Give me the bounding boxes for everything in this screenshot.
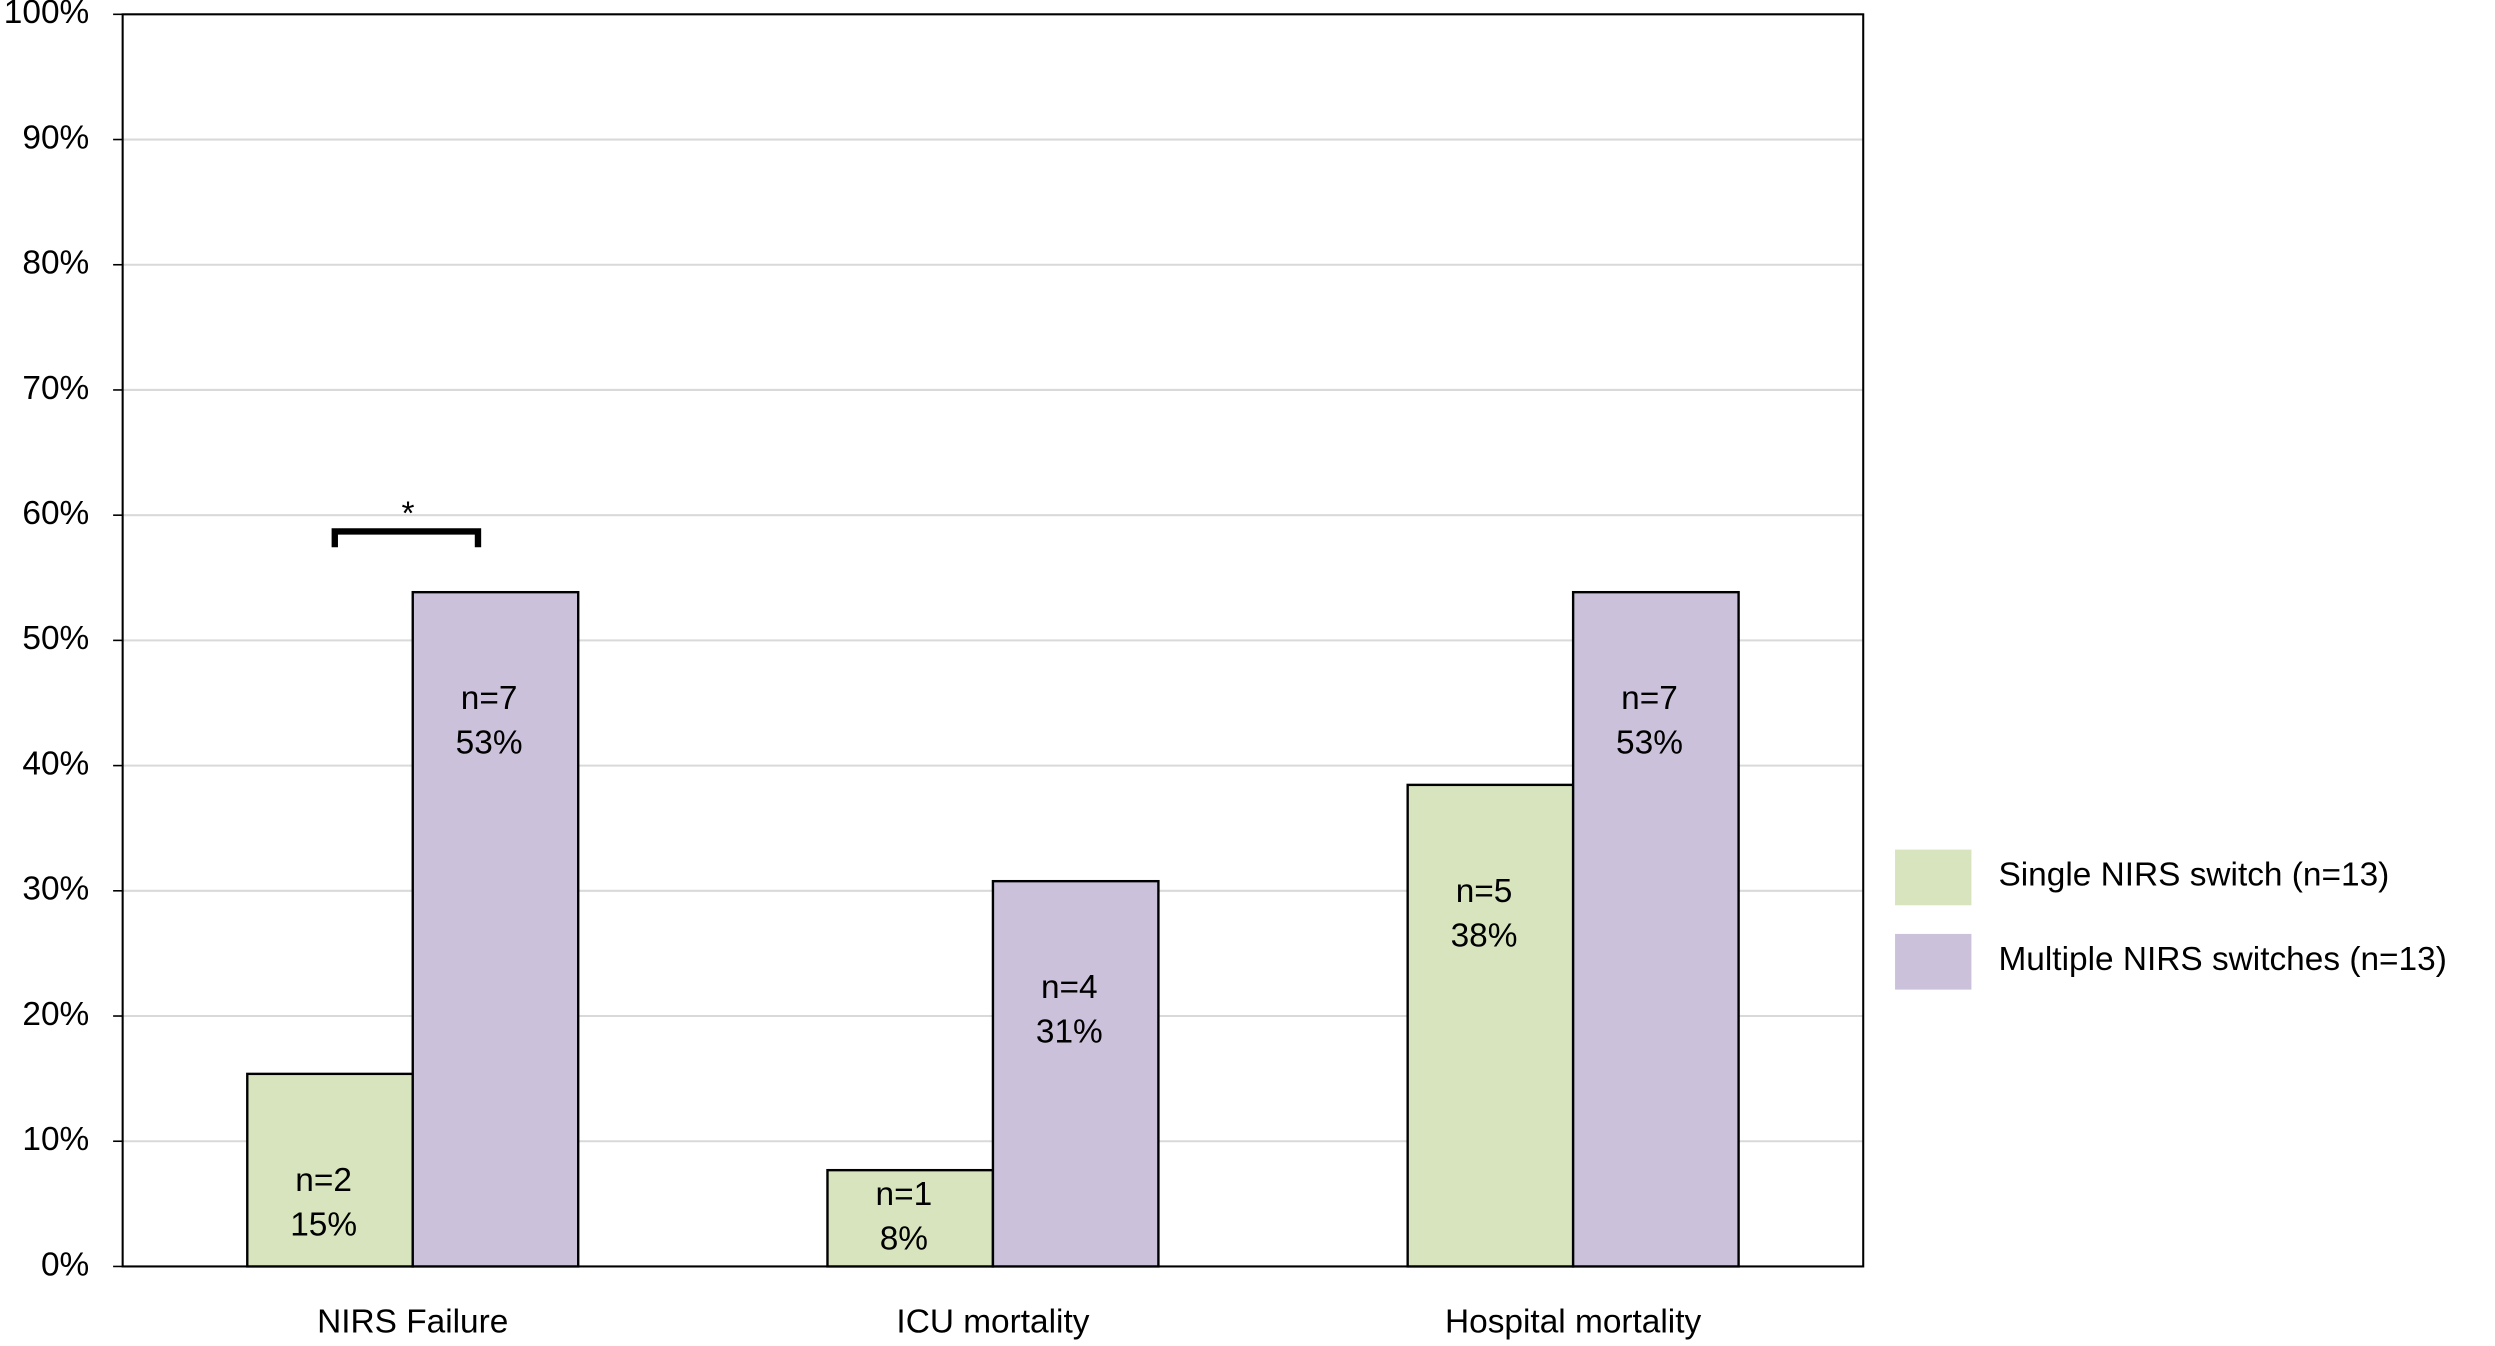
y-tick-label: 20% [22,996,89,1033]
value-label: 15% [290,1206,357,1243]
legend-label: Multiple NIRS switches (n=13) [1998,941,2446,978]
y-tick-label: 40% [22,745,89,782]
significance-bracket [331,528,482,548]
y-tick-label: 50% [22,620,89,657]
legend-swatch [1895,849,1972,906]
count-label: n=7 [461,680,518,717]
bar [246,1072,414,1268]
value-label: 53% [1616,725,1683,762]
x-tick-label: Hospital mortality [1445,1304,1701,1341]
value-label: 53% [456,725,523,762]
value-label: 31% [1036,1014,1103,1051]
y-tick-label: 10% [22,1121,89,1158]
bar [991,879,1160,1268]
significance-marker: * [401,495,414,532]
y-tick-label: 90% [22,119,89,156]
bar [1571,590,1740,1268]
y-tick-label: 60% [22,495,89,532]
value-label: 38% [1451,917,1518,954]
value-label: 8% [880,1220,928,1257]
y-tick-label: 100% [4,0,89,31]
x-tick-label: ICU mortality [896,1304,1089,1341]
y-tick-label: 0% [41,1246,89,1283]
count-label: n=7 [1621,680,1678,717]
legend-label: Single NIRS switch (n=13) [1998,856,2389,893]
count-label: n=5 [1456,873,1513,910]
y-tick-label: 80% [22,245,89,282]
count-label: n=2 [295,1162,352,1199]
y-tick-label: 30% [22,871,89,908]
count-label: n=1 [876,1176,933,1213]
bar [1406,783,1575,1268]
y-tick-label: 70% [22,370,89,407]
bar [826,1168,995,1268]
x-tick-label: NIRS Failure [317,1304,508,1341]
legend-swatch [1895,933,1972,990]
count-label: n=4 [1041,969,1098,1006]
bar [411,590,580,1268]
